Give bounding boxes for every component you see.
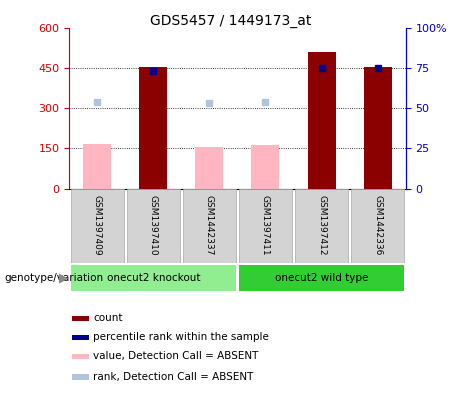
- Bar: [72, 334, 89, 340]
- Bar: [251, 145, 279, 189]
- Text: GSM1397409: GSM1397409: [93, 195, 102, 255]
- Bar: [351, 189, 404, 263]
- Bar: [83, 144, 111, 189]
- Text: percentile rank within the sample: percentile rank within the sample: [93, 332, 269, 342]
- Text: GSM1442336: GSM1442336: [373, 195, 382, 255]
- Bar: [72, 316, 89, 321]
- Text: value, Detection Call = ABSENT: value, Detection Call = ABSENT: [93, 351, 259, 361]
- Bar: [239, 189, 292, 263]
- Text: rank, Detection Call = ABSENT: rank, Detection Call = ABSENT: [93, 372, 254, 382]
- Bar: [295, 189, 348, 263]
- Text: GSM1397411: GSM1397411: [261, 195, 270, 255]
- Bar: [183, 189, 236, 263]
- Bar: [72, 354, 89, 359]
- Bar: [195, 147, 224, 189]
- Text: GDS5457 / 1449173_at: GDS5457 / 1449173_at: [150, 14, 311, 28]
- Text: GSM1397412: GSM1397412: [317, 195, 326, 255]
- Bar: [72, 375, 89, 380]
- Bar: [71, 189, 124, 263]
- Text: GSM1442337: GSM1442337: [205, 195, 214, 255]
- Bar: [71, 265, 236, 291]
- Text: ▶: ▶: [59, 272, 68, 285]
- Text: count: count: [93, 313, 123, 323]
- Bar: [307, 51, 336, 189]
- Bar: [127, 189, 180, 263]
- Text: genotype/variation: genotype/variation: [5, 273, 104, 283]
- Bar: [239, 265, 404, 291]
- Text: onecut2 knockout: onecut2 knockout: [106, 273, 200, 283]
- Text: GSM1397410: GSM1397410: [149, 195, 158, 255]
- Bar: [364, 67, 392, 189]
- Text: onecut2 wild type: onecut2 wild type: [275, 273, 368, 283]
- Bar: [139, 67, 167, 189]
